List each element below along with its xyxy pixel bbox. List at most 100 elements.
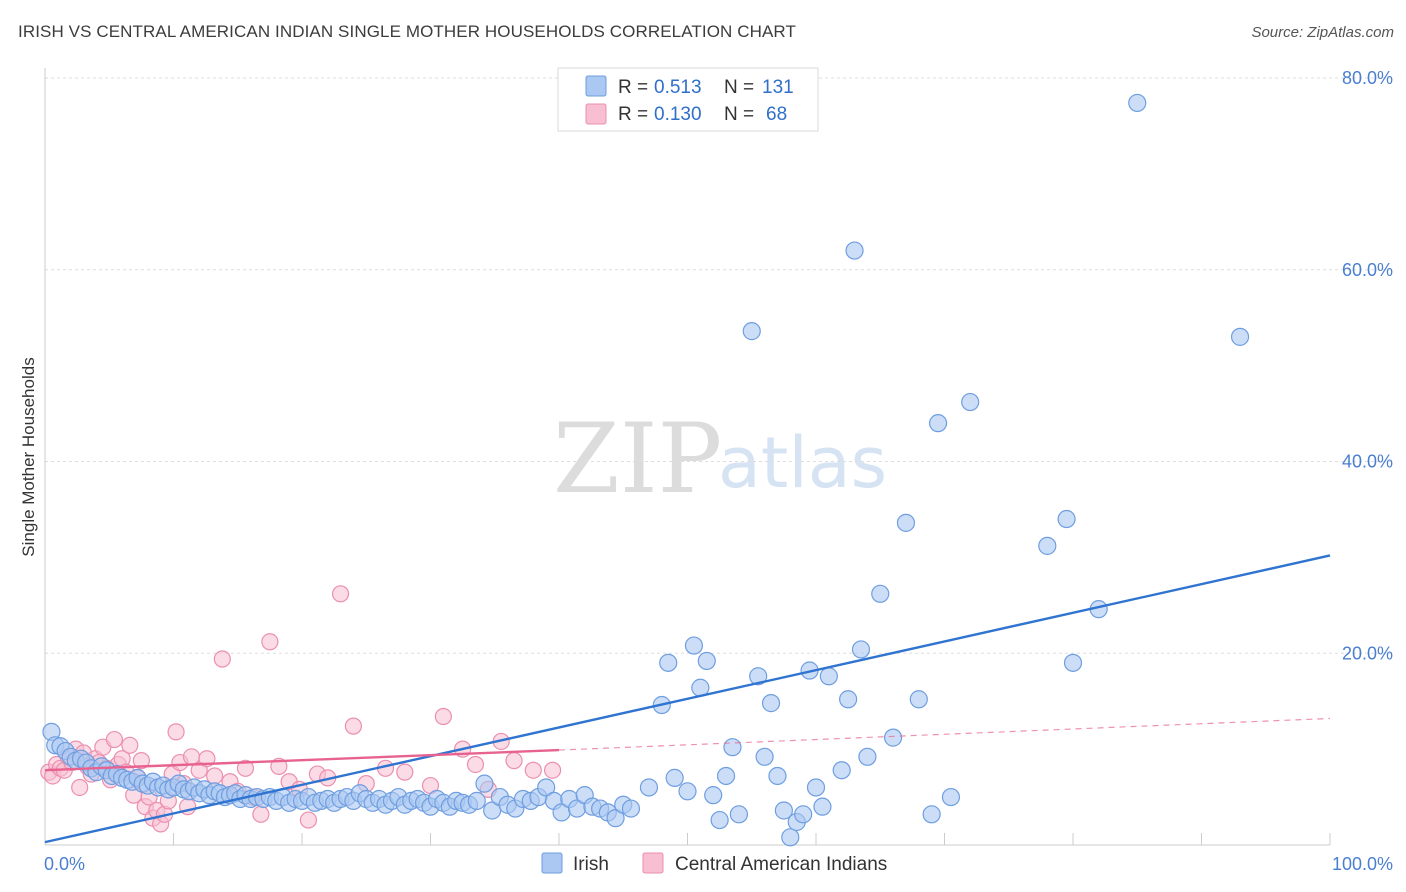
irish-point-127 bbox=[883, 728, 903, 747]
tick-labels: 20.0% 40.0% 60.0% 80.0% 0.0% 100.0% bbox=[44, 68, 1393, 874]
watermark-zip: ZIP bbox=[553, 403, 722, 515]
irish-point-83 bbox=[537, 778, 556, 797]
cai-point-67 bbox=[543, 761, 562, 779]
irish-point-112 bbox=[768, 766, 787, 786]
irish-point-132 bbox=[941, 787, 961, 807]
irish-point-110 bbox=[755, 747, 774, 766]
cai-point-66 bbox=[524, 761, 542, 779]
cai-point-40 bbox=[206, 767, 224, 785]
legend-n-value-cai: 68 bbox=[766, 104, 787, 125]
legend-r-label-irish: R = bbox=[618, 77, 648, 98]
cai-point-24 bbox=[132, 752, 150, 770]
bottom-legend-label-cai: Central American Indians bbox=[675, 854, 887, 875]
irish-point-138 bbox=[1128, 93, 1147, 113]
irish-point-124 bbox=[851, 640, 871, 659]
irish-point-122 bbox=[839, 690, 858, 709]
irish-point-109 bbox=[749, 667, 768, 686]
irish-point-74 bbox=[467, 791, 486, 810]
bottom-legend-swatch-irish bbox=[541, 852, 563, 874]
cai-trend-extension bbox=[558, 717, 1331, 751]
cai-point-41 bbox=[213, 650, 231, 668]
bottom-legend-label-irish: Irish bbox=[573, 854, 609, 875]
irish-point-111 bbox=[761, 694, 781, 713]
legend-n-value-irish: 131 bbox=[762, 77, 794, 98]
cai-point-54 bbox=[331, 585, 350, 603]
trend-lines bbox=[44, 554, 1331, 844]
axes bbox=[44, 68, 1331, 846]
cai-point-33 bbox=[167, 723, 185, 741]
irish-point-98 bbox=[665, 768, 684, 787]
y-tick-label-2: 60.0% bbox=[1342, 260, 1393, 280]
irish-point-105 bbox=[716, 766, 736, 786]
irish-point-133 bbox=[961, 392, 980, 412]
irish-point-107 bbox=[729, 805, 749, 824]
irish-point-123 bbox=[845, 241, 864, 260]
legend: R = 0.513 N = 131 R = 0.130 N = 68 bbox=[557, 67, 819, 132]
irish-point-135 bbox=[1057, 509, 1076, 529]
irish-point-116 bbox=[794, 805, 813, 824]
irish-point-114 bbox=[781, 828, 800, 847]
irish-point-129 bbox=[909, 690, 928, 709]
irish-point-130 bbox=[922, 805, 941, 824]
series-irish-points bbox=[42, 93, 1250, 847]
cai-point-44 bbox=[236, 759, 255, 777]
irish-point-75 bbox=[475, 774, 494, 793]
cai-point-8 bbox=[71, 778, 89, 797]
cai-point-55 bbox=[344, 717, 362, 735]
irish-point-94 bbox=[621, 799, 641, 818]
irish-point-95 bbox=[639, 778, 659, 797]
irish-point-106 bbox=[723, 738, 742, 757]
watermark-atlas: atlas bbox=[718, 422, 887, 504]
irish-point-125 bbox=[858, 747, 877, 766]
irish-point-120 bbox=[819, 667, 838, 686]
y-tick-label-1: 40.0% bbox=[1342, 452, 1393, 472]
irish-point-100 bbox=[684, 636, 704, 655]
bottom-legend: Irish Central American Indians bbox=[541, 852, 887, 875]
irish-point-102 bbox=[697, 651, 716, 671]
cai-point-58 bbox=[396, 763, 414, 781]
legend-n-label-cai: N = bbox=[724, 104, 754, 125]
irish-point-128 bbox=[896, 513, 916, 532]
legend-r-value-irish: 0.513 bbox=[654, 77, 702, 98]
cai-point-60 bbox=[434, 707, 452, 726]
irish-point-104 bbox=[710, 810, 729, 830]
irish-point-113 bbox=[774, 801, 793, 820]
irish-point-136 bbox=[1063, 653, 1083, 672]
irish-point-139 bbox=[1230, 327, 1250, 346]
y-tick-label-0: 20.0% bbox=[1342, 643, 1393, 663]
cai-point-65 bbox=[505, 752, 523, 770]
irish-point-97 bbox=[659, 653, 678, 672]
cai-point-47 bbox=[261, 633, 279, 651]
cai-point-21 bbox=[121, 736, 139, 754]
legend-r-value-cai: 0.130 bbox=[654, 104, 702, 125]
irish-point-126 bbox=[871, 584, 890, 603]
irish-point-134 bbox=[1038, 536, 1057, 555]
irish-point-99 bbox=[678, 782, 697, 801]
legend-n-label-irish: N = bbox=[724, 77, 754, 98]
cai-trend-line bbox=[44, 748, 560, 772]
irish-point-118 bbox=[806, 778, 826, 797]
irish-point-119 bbox=[813, 797, 832, 816]
cai-point-51 bbox=[299, 811, 318, 829]
cai-point-46 bbox=[252, 805, 270, 823]
irish-point-131 bbox=[928, 414, 948, 433]
irish-trend-line bbox=[44, 554, 1331, 844]
bottom-legend-swatch-cai bbox=[642, 852, 664, 874]
source-credit: Source: ZipAtlas.com bbox=[1251, 24, 1394, 41]
irish-point-108 bbox=[742, 322, 761, 341]
cai-point-62 bbox=[466, 755, 485, 774]
x-tick-label-0: 0.0% bbox=[44, 854, 85, 874]
irish-point-92 bbox=[606, 809, 625, 828]
series-cai-points bbox=[40, 585, 562, 833]
y-axis-title: Single Mother Households bbox=[19, 357, 38, 556]
irish-point-121 bbox=[832, 761, 851, 780]
legend-r-label-cai: R = bbox=[618, 104, 648, 125]
irish-point-103 bbox=[704, 786, 723, 805]
y-tick-label-3: 80.0% bbox=[1342, 68, 1393, 88]
legend-swatch-irish bbox=[585, 75, 607, 97]
grid bbox=[45, 77, 1392, 654]
legend-swatch-cai bbox=[585, 103, 607, 125]
chart-title: IRISH VS CENTRAL AMERICAN INDIAN SINGLE … bbox=[18, 22, 796, 41]
cai-point-17 bbox=[105, 730, 123, 749]
